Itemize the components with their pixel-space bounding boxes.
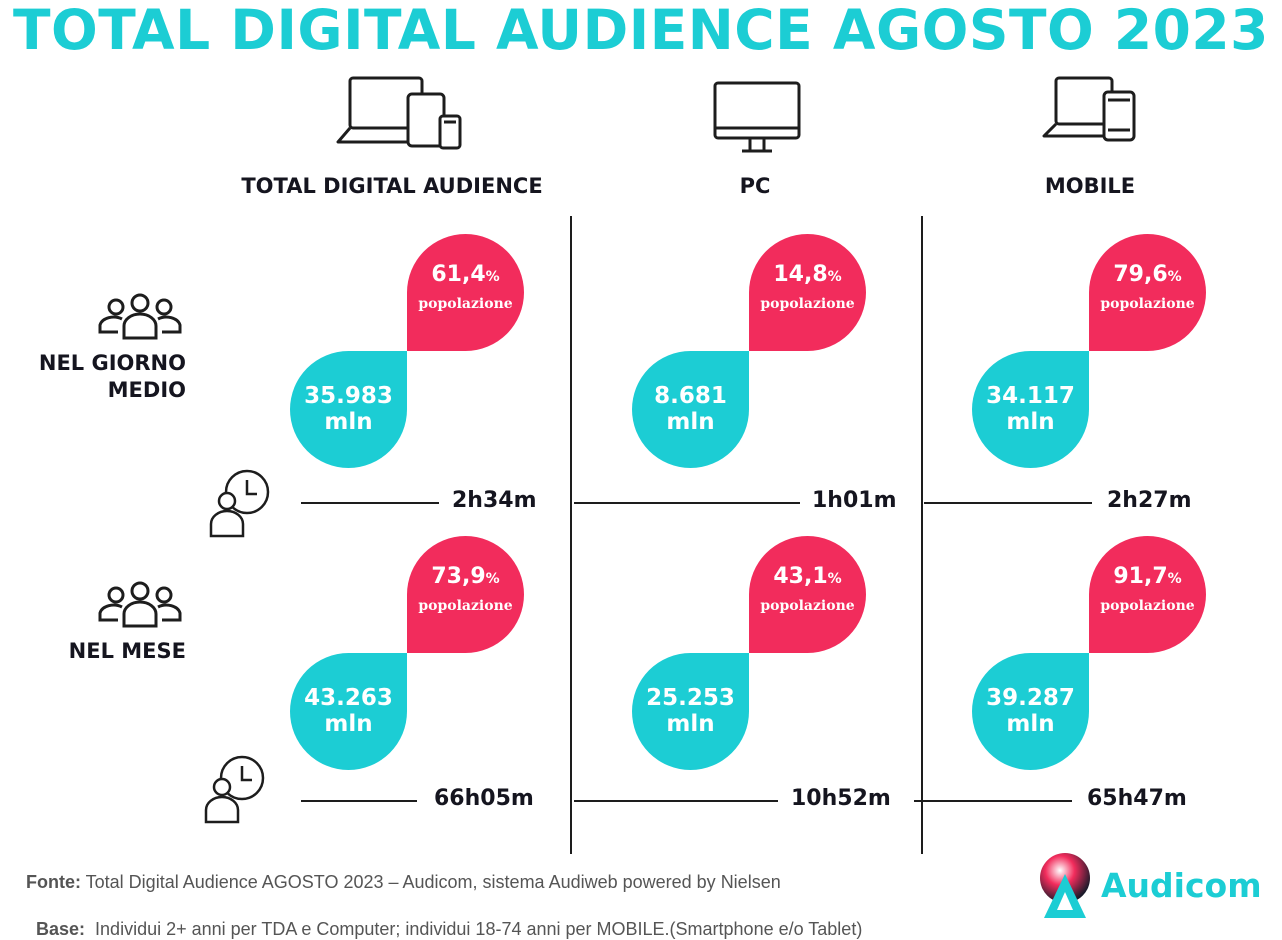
time-value: 2h27m: [1107, 488, 1192, 513]
time-value: 1h01m: [812, 488, 897, 513]
time-line: [924, 502, 1092, 504]
time-line: [574, 800, 778, 802]
time-line: [301, 502, 439, 504]
population-percent-bubble: 61,4% popolazione: [407, 234, 524, 351]
population-percent-bubble: 73,9% popolazione: [407, 536, 524, 653]
population-percent-bubble: 91,7% popolazione: [1089, 536, 1206, 653]
pc-monitor-icon: [713, 81, 801, 153]
time-value: 10h52m: [791, 786, 891, 811]
row-label-mese: NEL MESE: [68, 639, 186, 663]
footer-base: Base: Individui 2+ anni per TDA e Comput…: [36, 919, 863, 939]
people-group-icon: [98, 293, 182, 340]
person-clock-icon: [209, 469, 270, 538]
column-header-mobile: MOBILE: [1044, 174, 1136, 198]
audicom-logo-text: Audicom: [1101, 866, 1262, 905]
audience-count-bubble: 34.117 mln: [972, 351, 1089, 468]
audience-count-bubble: 35.983 mln: [290, 351, 407, 468]
page-title: TOTAL DIGITAL AUDIENCE AGOSTO 2023: [13, 0, 1269, 62]
audience-count-bubble: 39.287 mln: [972, 653, 1089, 770]
column-divider: [921, 216, 923, 854]
column-header-pc: PC: [739, 174, 771, 198]
column-divider: [570, 216, 572, 854]
mobile-devices-icon: [1042, 76, 1136, 142]
time-line: [301, 800, 417, 802]
footer-fonte: Fonte: Total Digital Audience AGOSTO 202…: [26, 872, 781, 892]
time-value: 66h05m: [434, 786, 534, 811]
time-line: [574, 502, 800, 504]
time-line: [914, 800, 1072, 802]
all-devices-icon: [336, 76, 462, 150]
population-percent-bubble: 43,1% popolazione: [749, 536, 866, 653]
time-value: 2h34m: [452, 488, 537, 513]
population-percent-bubble: 14,8% popolazione: [749, 234, 866, 351]
person-clock-icon: [204, 755, 265, 824]
column-header-tda: TOTAL DIGITAL AUDIENCE: [241, 174, 543, 198]
audience-count-bubble: 25.253 mln: [632, 653, 749, 770]
audicom-logo-icon: [1040, 853, 1090, 918]
audience-count-bubble: 8.681 mln: [632, 351, 749, 468]
time-value: 65h47m: [1087, 786, 1187, 811]
people-group-icon: [98, 581, 182, 628]
audience-count-bubble: 43.263 mln: [290, 653, 407, 770]
population-percent-bubble: 79,6% popolazione: [1089, 234, 1206, 351]
row-label-giorno-medio: NEL GIORNO MEDIO: [38, 351, 186, 402]
